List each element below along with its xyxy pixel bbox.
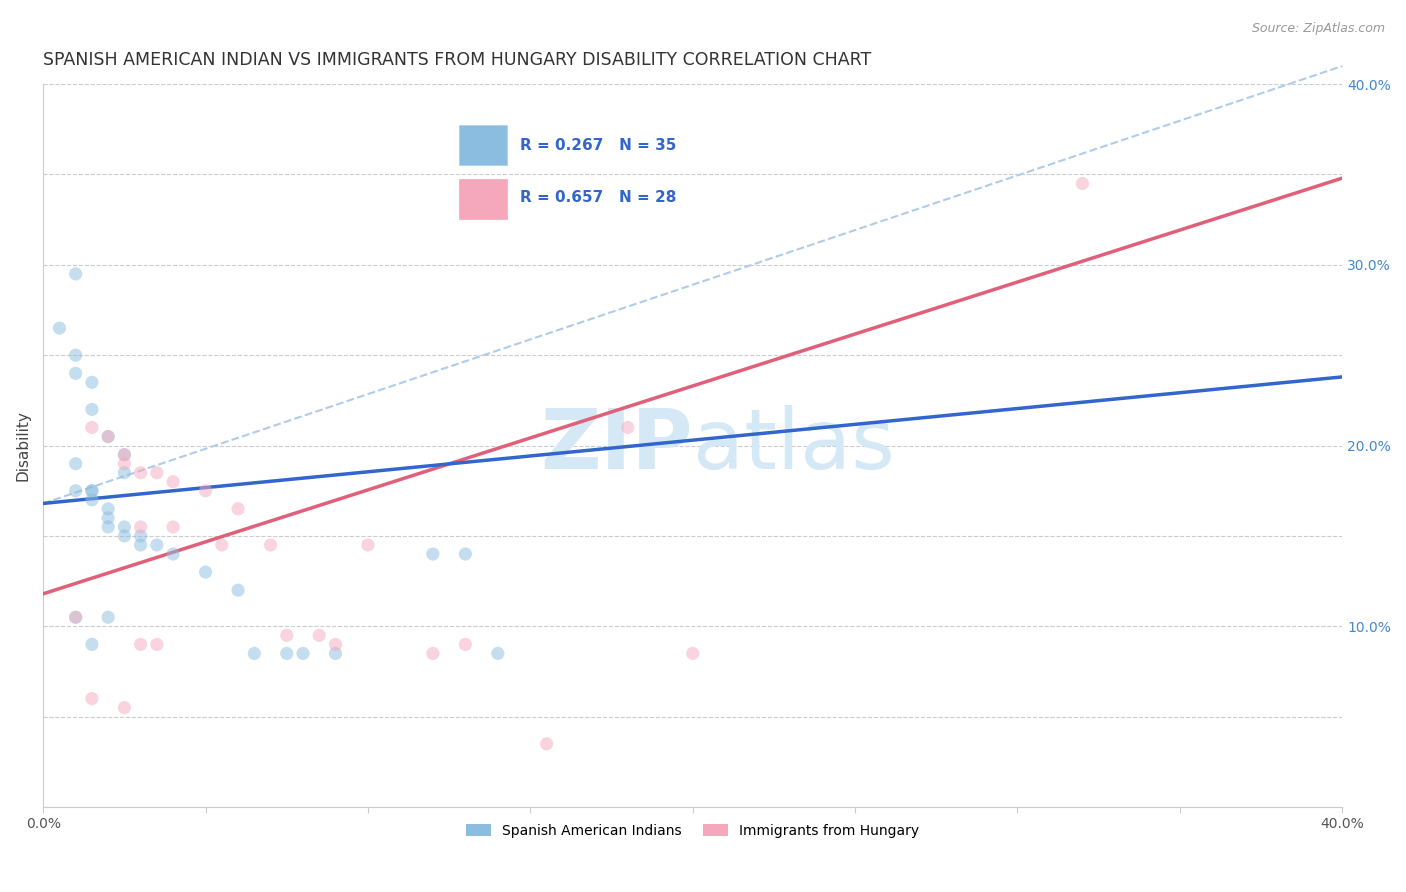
Point	[129, 466, 152, 480]
Point	[129, 538, 152, 552]
Point	[65, 483, 87, 498]
Point	[162, 475, 184, 489]
Point	[162, 520, 184, 534]
Point	[292, 647, 315, 661]
Point	[276, 628, 298, 642]
Point	[112, 448, 135, 462]
Point	[243, 647, 266, 661]
Point	[97, 429, 120, 443]
Point	[112, 520, 135, 534]
Text: SPANISH AMERICAN INDIAN VS IMMIGRANTS FROM HUNGARY DISABILITY CORRELATION CHART: SPANISH AMERICAN INDIAN VS IMMIGRANTS FR…	[44, 51, 872, 69]
Point	[129, 520, 152, 534]
Point	[80, 637, 103, 651]
Point	[48, 321, 70, 335]
Point	[146, 637, 169, 651]
Point	[80, 483, 103, 498]
Point	[357, 538, 380, 552]
Point	[276, 647, 298, 661]
Point	[146, 466, 169, 480]
Point	[308, 628, 330, 642]
Point	[162, 547, 184, 561]
Point	[112, 700, 135, 714]
Point	[226, 501, 249, 516]
Point	[422, 547, 444, 561]
Point	[112, 457, 135, 471]
Point	[226, 583, 249, 598]
Point	[80, 420, 103, 434]
Point	[616, 420, 638, 434]
Point	[112, 529, 135, 543]
Point	[65, 457, 87, 471]
Point	[194, 483, 217, 498]
Point	[65, 366, 87, 380]
Point	[129, 637, 152, 651]
Point	[65, 610, 87, 624]
Text: atlas: atlas	[693, 405, 894, 486]
Point	[97, 520, 120, 534]
Point	[80, 376, 103, 390]
Point	[682, 647, 704, 661]
Text: Source: ZipAtlas.com: Source: ZipAtlas.com	[1251, 22, 1385, 36]
Point	[259, 538, 281, 552]
Point	[146, 538, 169, 552]
Point	[454, 547, 477, 561]
Point	[65, 348, 87, 362]
Point	[454, 637, 477, 651]
Point	[97, 429, 120, 443]
Point	[65, 267, 87, 281]
Y-axis label: Disability: Disability	[15, 410, 30, 481]
Legend: Spanish American Indians, Immigrants from Hungary: Spanish American Indians, Immigrants fro…	[461, 818, 925, 844]
Point	[194, 565, 217, 579]
Point	[65, 610, 87, 624]
Point	[112, 448, 135, 462]
Point	[112, 466, 135, 480]
Point	[536, 737, 558, 751]
Point	[97, 511, 120, 525]
Point	[325, 637, 347, 651]
Point	[486, 647, 509, 661]
Point	[80, 691, 103, 706]
Point	[325, 647, 347, 661]
Point	[97, 501, 120, 516]
Point	[422, 647, 444, 661]
Point	[80, 483, 103, 498]
Point	[97, 610, 120, 624]
Point	[80, 402, 103, 417]
Point	[80, 492, 103, 507]
Point	[129, 529, 152, 543]
Text: ZIP: ZIP	[540, 405, 693, 486]
Point	[1071, 177, 1094, 191]
Point	[211, 538, 233, 552]
